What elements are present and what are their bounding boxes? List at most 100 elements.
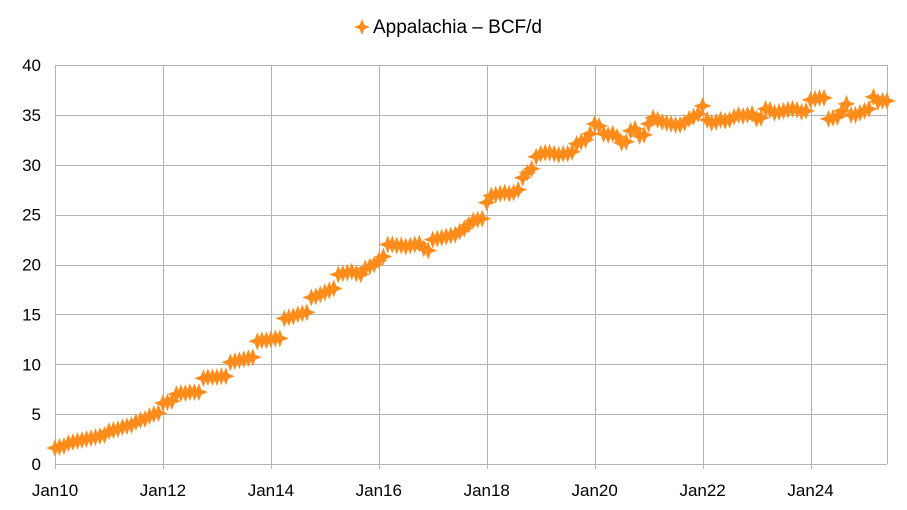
data-point xyxy=(648,110,667,129)
data-point xyxy=(414,239,433,258)
data-point xyxy=(572,132,591,151)
data-point xyxy=(837,94,856,113)
data-point xyxy=(149,404,168,423)
data-point xyxy=(522,159,541,178)
data-point xyxy=(707,112,726,131)
data-point xyxy=(752,108,771,127)
data-point xyxy=(855,101,874,120)
data-point xyxy=(446,225,465,244)
data-point xyxy=(284,307,303,326)
data-point xyxy=(635,125,654,144)
data-point xyxy=(725,107,744,126)
data-point xyxy=(617,132,636,151)
y-tick-label: 5 xyxy=(32,405,41,424)
data-point xyxy=(477,193,496,212)
data-point xyxy=(95,426,114,445)
data-point xyxy=(140,407,159,426)
y-gridlines xyxy=(55,65,887,465)
data-point xyxy=(324,279,343,298)
y-tick-label: 15 xyxy=(22,305,41,324)
data-point xyxy=(54,437,73,456)
data-point xyxy=(122,416,141,435)
legend-label: Appalachia – BCF/d xyxy=(373,17,542,38)
data-point xyxy=(581,124,600,143)
data-point xyxy=(788,100,807,119)
data-point xyxy=(311,285,330,304)
x-tick-label: Jan16 xyxy=(356,481,402,500)
data-point xyxy=(369,251,388,270)
data-point xyxy=(698,110,717,129)
data-point xyxy=(243,348,262,367)
x-tick-labels: Jan10 Jan12 Jan14 Jan16 Jan18 Jan20 Jan22 Jan24 xyxy=(32,481,834,500)
data-point xyxy=(684,107,703,126)
x-tick-label: Jan14 xyxy=(248,481,294,500)
data-point xyxy=(315,283,334,302)
data-point xyxy=(626,119,645,138)
data-point xyxy=(558,144,577,163)
data-point xyxy=(833,101,852,120)
data-point xyxy=(671,115,690,134)
data-point xyxy=(459,215,478,234)
data-point xyxy=(162,392,181,411)
data-markers xyxy=(46,87,896,458)
data-point xyxy=(644,108,663,127)
x-tick-label: Jan20 xyxy=(572,481,618,500)
legend-marker xyxy=(354,19,370,35)
y-tick-label: 10 xyxy=(22,355,41,374)
data-point xyxy=(189,383,208,402)
data-point xyxy=(473,209,492,228)
data-point xyxy=(851,103,870,122)
data-point xyxy=(797,101,816,120)
data-point xyxy=(126,413,145,432)
y-tick-label: 35 xyxy=(22,106,41,125)
data-point xyxy=(860,99,879,118)
x-tick-label: Jan24 xyxy=(787,481,833,500)
data-point xyxy=(504,183,523,202)
data-point xyxy=(513,168,532,187)
data-point xyxy=(455,219,474,238)
data-point xyxy=(846,105,865,124)
data-point xyxy=(320,281,339,300)
data-point xyxy=(639,114,658,133)
data-point xyxy=(576,130,595,149)
x-tick-label: Jan22 xyxy=(679,481,725,500)
data-point xyxy=(590,116,609,135)
data-point xyxy=(509,180,528,199)
data-point xyxy=(356,259,375,278)
y-tick-label: 25 xyxy=(22,206,41,225)
data-point xyxy=(360,257,379,276)
data-point xyxy=(828,107,847,126)
data-point xyxy=(864,87,883,106)
data-point xyxy=(410,234,429,253)
data-point xyxy=(135,410,154,429)
data-point xyxy=(693,96,712,115)
data-point xyxy=(270,329,289,348)
data-point xyxy=(306,287,325,306)
data-point xyxy=(815,88,834,107)
data-point xyxy=(374,247,393,266)
data-point xyxy=(689,104,708,123)
data-point xyxy=(216,367,235,386)
data-point xyxy=(621,121,640,140)
y-tick-labels: 0 5 10 15 20 25 30 35 40 xyxy=(22,56,41,474)
data-point xyxy=(585,114,604,133)
data-point xyxy=(878,91,896,110)
data-point xyxy=(603,124,622,143)
data-point xyxy=(563,142,582,161)
data-point xyxy=(680,109,699,128)
y-tick-label: 30 xyxy=(22,156,41,175)
x-tick-label: Jan18 xyxy=(464,481,510,500)
x-tick-label: Jan12 xyxy=(140,481,186,500)
x-tick-label: Jan10 xyxy=(32,481,78,500)
data-point xyxy=(608,127,627,146)
data-point xyxy=(567,134,586,153)
data-point xyxy=(720,110,739,129)
data-point xyxy=(675,113,694,132)
data-point xyxy=(342,262,361,281)
data-point xyxy=(527,147,546,166)
data-point xyxy=(518,163,537,182)
y-tick-label: 20 xyxy=(22,256,41,275)
legend: Appalachia – BCF/d xyxy=(354,17,542,38)
